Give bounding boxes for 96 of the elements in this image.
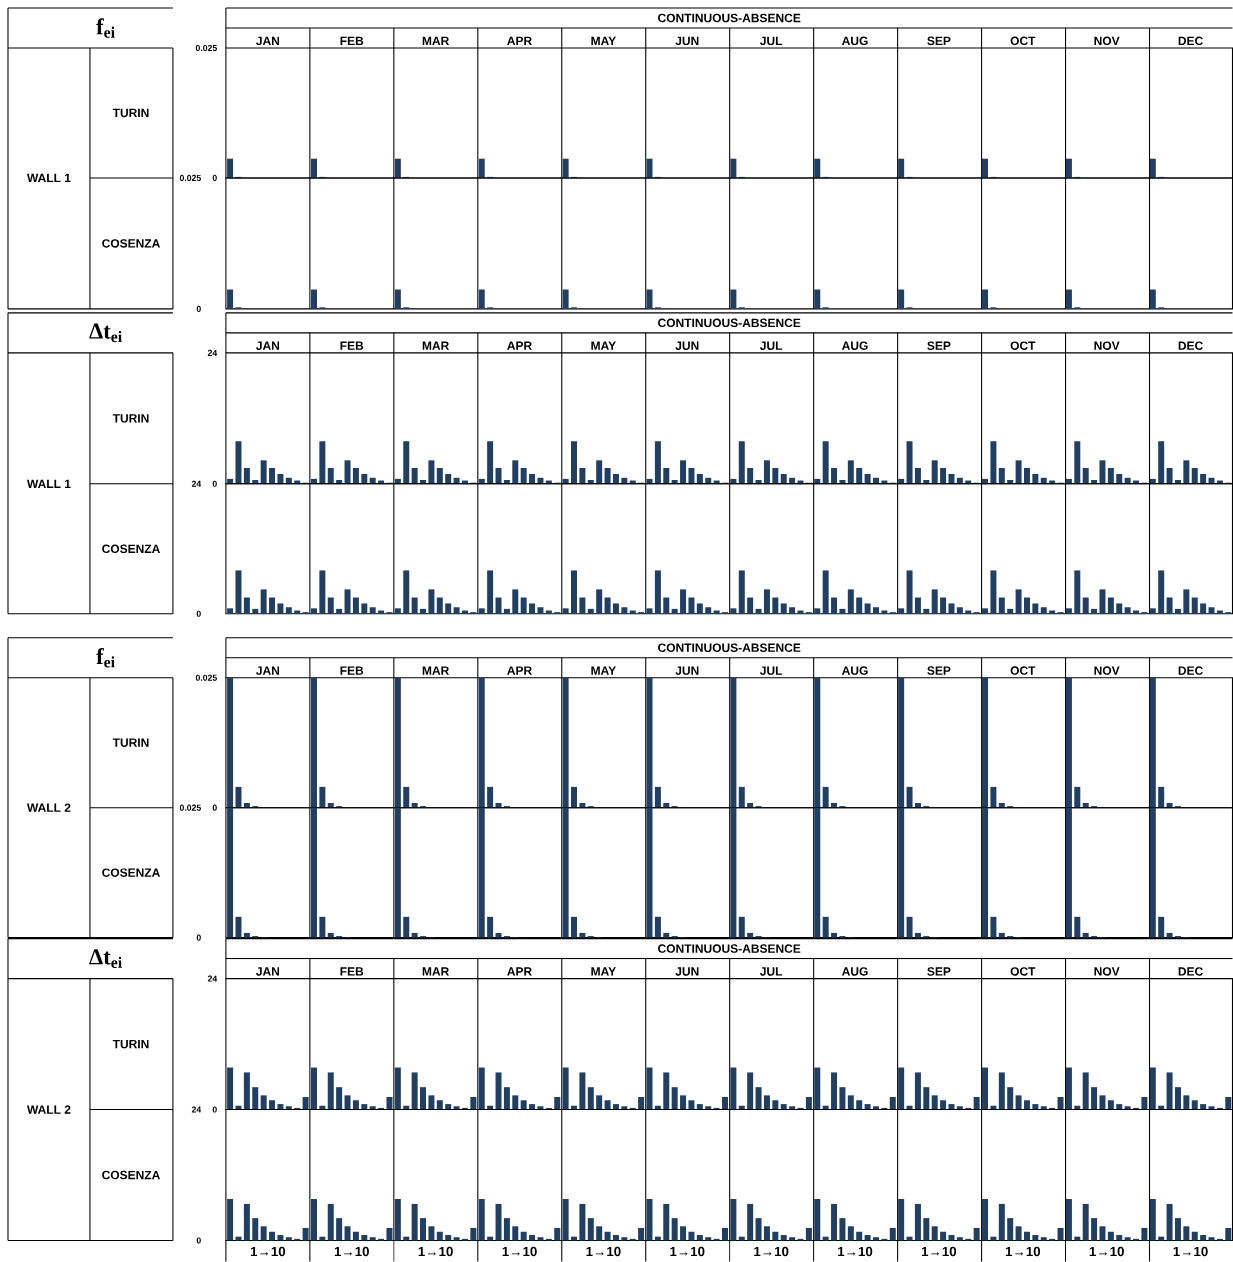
x-tick-label: MAY (591, 666, 616, 675)
text: 1→10 (502, 1246, 537, 1257)
x-tick-label: JAN (256, 341, 280, 350)
x-tick-label: MAR (422, 967, 450, 976)
x-tick-label: DEC (1178, 967, 1203, 976)
y-tick-label: 0 (196, 305, 201, 312)
y-tick-label: 0 (212, 480, 217, 487)
x-tick-label: FEB (340, 666, 364, 675)
x-tick-label: NOV (1094, 36, 1120, 46)
x-tick-label: JUL (759, 36, 783, 46)
chart-title: CONTINUOUS-ABSENCE (658, 944, 801, 953)
text: Δt$_{ei}$ (89, 323, 122, 343)
x-tick-label: APR (507, 967, 532, 976)
x-tick-label: NOV (1094, 666, 1120, 675)
x-tick-label: MAY (591, 341, 616, 350)
x-tick-label: DEC (1178, 341, 1203, 350)
x-tick-label: AUG (841, 967, 868, 976)
y-tick-label: 0.025 (195, 674, 217, 681)
text: 1→10 (754, 1246, 789, 1257)
text: 1→10 (586, 1246, 621, 1257)
x-tick-label: FEB (340, 967, 364, 976)
y-tick-label: 24 (207, 349, 218, 356)
text: 1→10 (921, 1246, 957, 1257)
x-tick-label: AUG (841, 666, 868, 675)
x-tick-label: APR (507, 666, 532, 675)
x-tick-label: JAN (256, 36, 280, 46)
x-tick-label: SEP (927, 36, 951, 46)
x-tick-label: NOV (1094, 341, 1120, 350)
x-tick-label: JUL (759, 666, 783, 675)
x-tick-label: OCT (1010, 666, 1036, 675)
x-tick-label: SEP (927, 967, 951, 976)
x-tick-label: FEB (340, 36, 364, 45)
y-tick-label: 0.025 (179, 174, 201, 181)
text: 1→10 (1173, 1246, 1208, 1257)
x-tick-label: JUN (675, 666, 699, 675)
y-tick-label: 0 (212, 804, 217, 811)
chart-title: CONTINUOUS-ABSENCE (658, 318, 801, 328)
x-tick-label: SEP (927, 666, 951, 675)
y-axis-title: COSENZA (102, 544, 160, 554)
text: 1→10 (334, 1246, 369, 1257)
text: 1→10 (418, 1246, 453, 1257)
y-tick-label: 0 (196, 934, 201, 941)
y-tick-label: 0.025 (195, 44, 217, 52)
text: 1→10 (1005, 1246, 1041, 1257)
x-tick-label: NOV (1094, 967, 1120, 976)
y-tick-label: 24 (207, 975, 218, 982)
y-tick-label: 24 (191, 1106, 202, 1113)
text: 1→10 (1089, 1246, 1124, 1257)
text: WALL 1 (26, 173, 71, 183)
x-tick-label: JAN (256, 666, 280, 675)
x-tick-label: JAN (256, 967, 280, 976)
y-tick-label: 24 (191, 480, 202, 487)
x-tick-label: OCT (1010, 36, 1036, 46)
x-tick-label: MAR (422, 36, 450, 45)
y-tick-label: 0 (196, 610, 201, 617)
y-axis-title: TURIN (112, 738, 149, 747)
text: f$_{ei}$ (96, 18, 115, 38)
text: 1→10 (670, 1246, 705, 1257)
x-tick-label: APR (507, 36, 532, 45)
x-tick-label: JUL (759, 967, 783, 976)
text: 1→10 (838, 1246, 873, 1257)
y-tick-label: 0 (196, 1237, 201, 1244)
x-tick-label: JUN (675, 967, 699, 976)
y-tick-label: 0 (212, 1106, 217, 1113)
y-axis-title: TURIN (112, 1039, 149, 1049)
y-tick-label: 0 (212, 174, 217, 181)
y-axis-title: TURIN (112, 414, 149, 423)
x-tick-label: SEP (927, 341, 951, 350)
x-tick-label: DEC (1178, 36, 1203, 46)
text: Δt$_{ei}$ (89, 949, 122, 968)
chart-title: CONTINUOUS-ABSENCE (658, 643, 801, 652)
x-tick-label: AUG (841, 36, 868, 46)
y-axis-title: COSENZA (102, 868, 160, 877)
chart-title: CONTINUOUS-ABSENCE (658, 13, 801, 23)
text: WALL 2 (26, 803, 71, 812)
text: 1→10 (250, 1246, 286, 1257)
x-tick-label: FEB (340, 341, 364, 350)
x-tick-label: OCT (1010, 341, 1036, 350)
y-axis-title: COSENZA (102, 239, 160, 248)
x-tick-label: APR (507, 341, 532, 350)
text: WALL 2 (26, 1105, 71, 1114)
x-tick-label: MAR (422, 341, 450, 350)
x-tick-label: MAR (422, 666, 450, 675)
x-tick-label: MAY (591, 36, 616, 45)
y-axis-title: TURIN (112, 108, 149, 118)
x-tick-label: OCT (1010, 967, 1036, 976)
x-tick-label: JUN (675, 36, 699, 46)
x-tick-label: JUN (675, 341, 699, 350)
x-tick-label: AUG (841, 341, 868, 350)
y-tick-label: 0.025 (179, 804, 201, 811)
x-tick-label: MAY (591, 967, 616, 976)
text: f$_{ei}$ (96, 647, 115, 668)
text: WALL 1 (26, 479, 71, 488)
x-tick-label: DEC (1178, 666, 1203, 675)
x-tick-label: JUL (759, 341, 783, 350)
y-axis-title: COSENZA (102, 1170, 160, 1180)
